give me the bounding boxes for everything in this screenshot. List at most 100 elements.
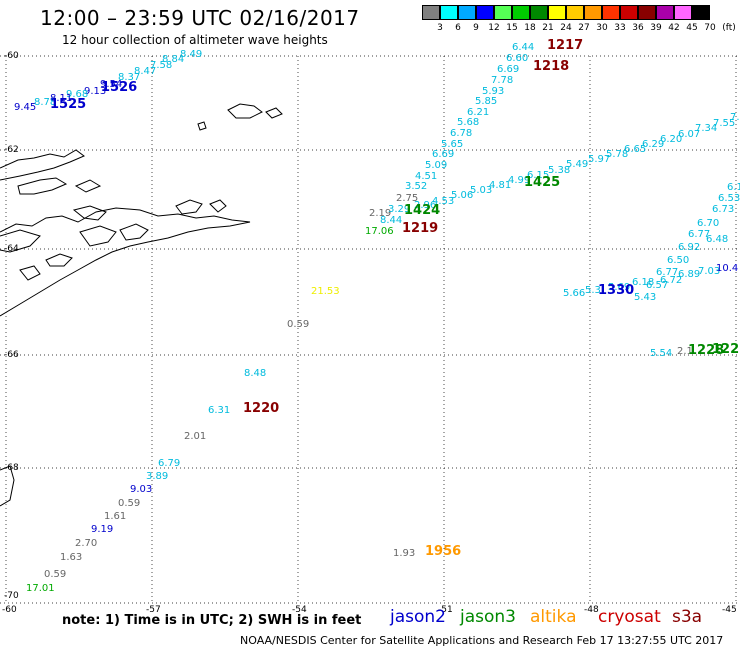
pass-time-label: 1956 bbox=[425, 544, 461, 559]
swh-value: 6.69 bbox=[432, 149, 454, 160]
swh-value: 5.85 bbox=[475, 96, 497, 107]
swh-value: 3.89 bbox=[146, 471, 168, 482]
lat-label: -64 bbox=[4, 244, 19, 254]
scale-label: 6 bbox=[455, 23, 461, 33]
swh-value: 1.93 bbox=[393, 548, 415, 559]
page-title: 12:00 – 23:59 UTC 02/16/2017 bbox=[40, 6, 360, 30]
scale-label: 70 bbox=[704, 23, 716, 33]
swh-value: 5.43 bbox=[634, 292, 656, 303]
swh-value: 8.44 bbox=[380, 215, 402, 226]
swh-value: 7.3 bbox=[730, 112, 740, 123]
scale-swatch bbox=[566, 5, 584, 20]
swh-value: 3.29 bbox=[388, 204, 410, 215]
swh-value: 8.78 bbox=[34, 97, 56, 108]
swh-value: 8.11 bbox=[50, 93, 72, 104]
swh-value: 6.69 bbox=[497, 64, 519, 75]
swh-value: 5.06 bbox=[451, 190, 473, 201]
scale-unit: (ft) bbox=[722, 23, 736, 33]
pass-time-label: 1425 bbox=[524, 175, 560, 190]
swh-value: 9.54 bbox=[100, 79, 122, 90]
swh-value: 2.70 bbox=[75, 538, 97, 549]
lon-label: -60 bbox=[2, 605, 17, 615]
swh-value: 6.31 bbox=[208, 405, 230, 416]
swh-value: 2.1 bbox=[677, 346, 693, 357]
swh-value: 9.13 bbox=[84, 86, 106, 97]
pass-time-label: 1225 bbox=[712, 342, 740, 357]
swh-value: 2.01 bbox=[184, 431, 206, 442]
legend-altika: altika bbox=[530, 607, 577, 627]
swh-value: 6.70 bbox=[697, 218, 719, 229]
scale-swatch bbox=[512, 5, 530, 20]
pass-time-label: 1220 bbox=[243, 401, 279, 416]
swh-value: 5.68 bbox=[457, 117, 479, 128]
swh-value: 4.81 bbox=[489, 180, 511, 191]
swh-value: 6.79 bbox=[158, 458, 180, 469]
swh-value: 7.78 bbox=[491, 75, 513, 86]
legend-s3a: s3a bbox=[672, 607, 703, 627]
swh-value: 5.03 bbox=[470, 185, 492, 196]
swh-value: 6.07 bbox=[678, 129, 700, 140]
scale-label: 39 bbox=[650, 23, 662, 33]
note-text: note: 1) Time is in UTC; 2) SWH is in fe… bbox=[62, 613, 362, 628]
scale-label: 12 bbox=[488, 23, 500, 33]
swh-value: 0.59 bbox=[44, 569, 66, 580]
swh-value: 17.06 bbox=[365, 226, 394, 237]
scale-label: 27 bbox=[578, 23, 590, 33]
scale-label: 3 bbox=[437, 23, 443, 33]
swh-value: 6.21 bbox=[467, 107, 489, 118]
coastline bbox=[0, 103, 283, 507]
pass-time-label: 1228 bbox=[688, 343, 724, 358]
scale-swatch bbox=[548, 5, 566, 20]
scale-label: 42 bbox=[668, 23, 680, 33]
swh-value: 5.93 bbox=[482, 86, 504, 97]
credit-line: NOAA/NESDIS Center for Satellite Applica… bbox=[240, 634, 724, 647]
swh-value: 6.77 bbox=[688, 229, 710, 240]
swh-value: 6.72 bbox=[660, 275, 682, 286]
swh-value: 4.99 bbox=[508, 175, 530, 186]
swh-value: 6.50 bbox=[667, 255, 689, 266]
lon-label: -54 bbox=[292, 605, 307, 615]
swh-value: 4.53 bbox=[432, 196, 454, 207]
swh-value: 8.84 bbox=[162, 54, 184, 65]
swh-value: 8.48 bbox=[244, 368, 266, 379]
swh-value: 5.49 bbox=[566, 159, 588, 170]
scale-label: 33 bbox=[614, 23, 626, 33]
pass-time-label: 1217 bbox=[547, 38, 583, 53]
swh-value: 5.65 bbox=[441, 139, 463, 150]
swh-value: 6.1 bbox=[727, 182, 740, 193]
swh-value: 6.89 bbox=[678, 269, 700, 280]
swh-value: 7.58 bbox=[150, 60, 172, 71]
scale-swatch bbox=[638, 5, 656, 20]
scale-swatch bbox=[692, 5, 710, 20]
swh-value: 10.4 bbox=[716, 263, 738, 274]
swh-value: 5.97 bbox=[588, 154, 610, 165]
swh-value: 0.59 bbox=[118, 498, 140, 509]
swh-value: 6.78 bbox=[450, 128, 472, 139]
swh-value: 3.52 bbox=[405, 181, 427, 192]
swh-value: 21.53 bbox=[311, 286, 340, 297]
scale-label: 21 bbox=[542, 23, 554, 33]
scale-label: 18 bbox=[524, 23, 536, 33]
swh-value: 2.19 bbox=[369, 208, 391, 219]
pass-time-label: 1330 bbox=[598, 283, 634, 298]
swh-value: 6.15 bbox=[527, 170, 549, 181]
swh-value: 6.92 bbox=[678, 242, 700, 253]
scale-swatch bbox=[584, 5, 602, 20]
swh-value: 7.34 bbox=[695, 123, 717, 134]
pass-time-label: 1219 bbox=[402, 221, 438, 236]
legend-cryosat: cryosat bbox=[598, 607, 661, 627]
scale-swatch bbox=[440, 5, 458, 20]
swh-value: 9.19 bbox=[91, 524, 113, 535]
lat-label: -70 bbox=[4, 591, 19, 601]
swh-value: 2.75 bbox=[396, 193, 418, 204]
pass-time-label: 1526 bbox=[101, 80, 137, 95]
swh-value: 9.03 bbox=[130, 484, 152, 495]
swh-value: 8.47 bbox=[134, 66, 156, 77]
scale-label: 15 bbox=[506, 23, 518, 33]
swh-value: 6.48 bbox=[706, 234, 728, 245]
scale-label: 9 bbox=[473, 23, 479, 33]
swh-value: 6.65 bbox=[624, 144, 646, 155]
lon-label: -51 bbox=[438, 605, 453, 615]
lon-label: -57 bbox=[146, 605, 161, 615]
